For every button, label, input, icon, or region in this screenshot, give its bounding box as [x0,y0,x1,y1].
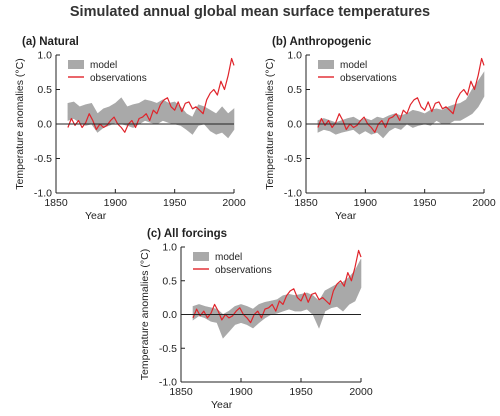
legend-model-label: model [340,60,367,71]
legend-model-label: model [90,60,117,71]
x-tick-label: 1850 [169,386,193,398]
series-observations-line [317,57,485,133]
y-tick-label: 0.0 [287,119,302,131]
y-tick-label: 0.5 [37,84,52,96]
y-tick-label: 1.0 [287,50,302,62]
x-tick-label: 1900 [104,197,128,209]
x-tick-label: 2000 [472,197,496,209]
panel-anthropogenic: (b) Anthropogenic -1.0 -0.5 0.0 0.5 1.0 1850 19… [264,36,496,222]
panel-all-forcings: (c) All forcings -1.0 -0.5 0.0 0.5 1.0 1850 190… [139,228,373,411]
x-tick-label: 1950 [413,197,437,209]
y-axis-label: Temperature anomalies (°C) [14,58,26,189]
y-tick-label: 1.0 [37,50,52,62]
series-observations-line [192,249,362,324]
y-axis-label: Temperature anomalies (°C) [264,58,276,189]
legend-model-swatch [193,252,209,261]
series-observations-line [67,57,235,133]
x-tick-label: 1850 [44,197,68,209]
panel-natural: (a) Natural -1.0 -0.5 0.0 0.5 1.0 1850 1900 1950… [14,36,246,222]
x-tick-label: 1950 [163,197,187,209]
legend-observations-label: observations [340,73,397,84]
x-tick-label: 1900 [354,197,378,209]
series-model-band [192,259,362,339]
y-tick-label: 1.0 [162,242,177,254]
panel-title: (c) All forcings [147,228,227,240]
y-tick-label: -1.0 [159,377,177,389]
y-tick-label: 0.0 [162,309,177,321]
x-tick-label: 2000 [222,197,246,209]
y-tick-label: -1.0 [34,188,52,200]
y-tick-label: -0.5 [159,343,177,355]
y-tick-label: -0.5 [284,153,302,165]
y-tick-label: 0.5 [162,275,177,287]
legend-observations-label: observations [215,265,272,276]
y-tick-label: 0.5 [287,84,302,96]
y-tick-label: -0.5 [34,153,52,165]
x-tick-label: 1850 [294,197,318,209]
legend-model-label: model [215,252,242,263]
legend-model-swatch [68,60,84,69]
x-tick-label: 1900 [229,386,253,398]
x-axis-label: Year [211,399,233,411]
y-axis-label: Temperature anomalies (°C) [139,249,151,380]
panel-title: (a) Natural [22,36,79,48]
x-tick-label: 1950 [289,386,313,398]
legend-model-swatch [318,60,334,69]
y-tick-label: 0.0 [37,119,52,131]
y-tick-label: -1.0 [284,188,302,200]
x-axis-label: Year [335,210,357,222]
x-tick-label: 2000 [349,386,373,398]
legend-observations-label: observations [90,73,147,84]
figure-title: Simulated annual global mean surface tem… [69,4,431,20]
x-axis-label: Year [85,210,107,222]
panel-title: (b) Anthropogenic [272,36,372,48]
